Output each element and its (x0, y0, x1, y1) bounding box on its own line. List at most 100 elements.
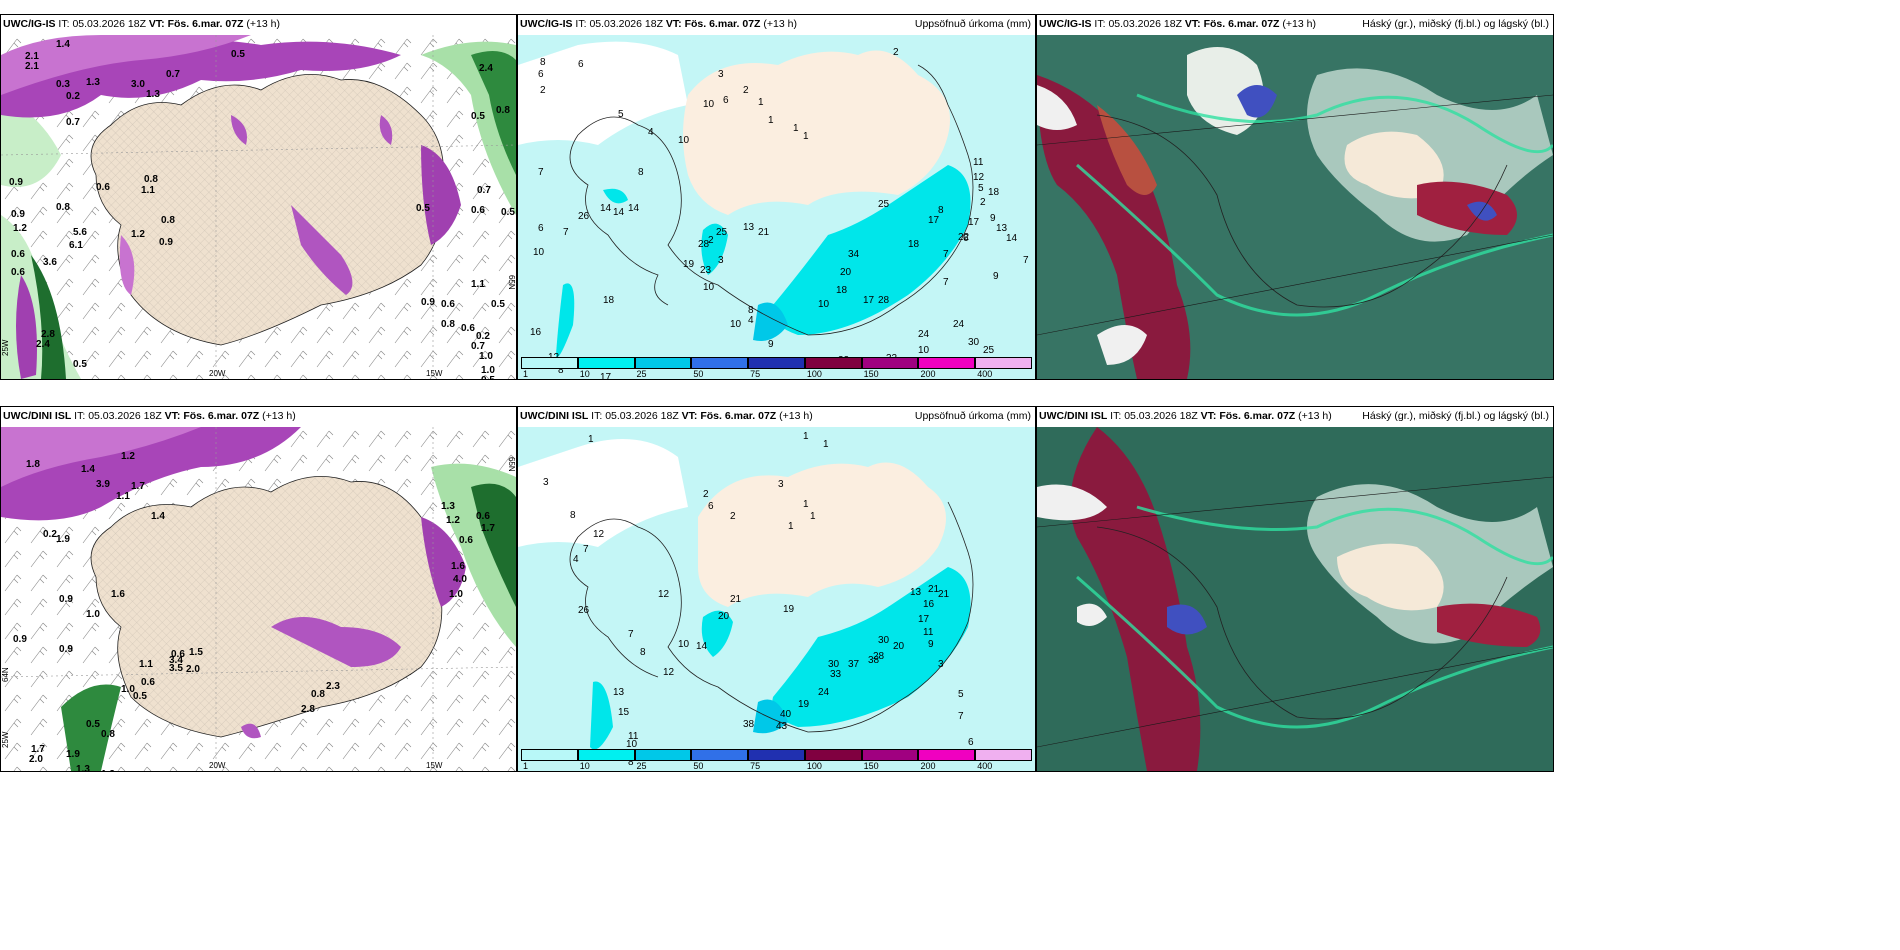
value-label: 1.1 (139, 659, 153, 670)
panel-header: UWC/DINI ISL IT: 05.03.2026 18Z VT: Fös.… (1, 407, 516, 425)
value-label: 1.9 (66, 749, 80, 760)
value-label: 0.7 (471, 341, 485, 352)
value-label: 4 (573, 554, 579, 565)
vt-label: VT: (164, 410, 181, 422)
it-label: IT: (591, 410, 603, 422)
value-label: 6 (708, 501, 714, 512)
vt-label: VT: (681, 410, 698, 422)
value-label: 21 (938, 589, 950, 600)
value-label: 8 (570, 510, 576, 521)
legend-swatch (918, 749, 976, 761)
value-label: 2 (708, 235, 714, 246)
vt-label: VT: (148, 18, 165, 30)
value-label: 0.5 (471, 111, 485, 122)
panel-igis-clouds: UWC/IG-IS IT: 05.03.2026 18Z VT: Fös. 6.… (1036, 14, 1554, 380)
value-label: 25 (878, 199, 890, 210)
value-label: 8 (638, 167, 644, 178)
map-area[interactable] (1037, 427, 1553, 771)
value-label: 6 (538, 69, 544, 80)
value-label: 0.6 (461, 323, 475, 334)
value-label: 0.2 (476, 331, 490, 342)
value-label: 0.6 (441, 299, 455, 310)
value-label: 1.2 (121, 451, 135, 462)
model-name: UWC/DINI ISL (3, 410, 72, 422)
model-name: UWC/DINI ISL (520, 410, 589, 422)
lead-time: (+13 h) (262, 410, 296, 422)
value-label: 10 (626, 739, 638, 750)
panel-header: UWC/IG-IS IT: 05.03.2026 18Z VT: Fös. 6.… (1037, 15, 1553, 33)
value-label: 38 (868, 655, 880, 666)
valid-time: Fös. 6.mar. 07Z (1203, 18, 1280, 30)
model-name: UWC/IG-IS (520, 18, 573, 30)
value-label: 0.8 (101, 729, 115, 740)
value-label: 0.7 (166, 69, 180, 80)
value-label: 20 (840, 267, 852, 278)
value-label: 8 (748, 305, 754, 316)
legend-tick: 150 (863, 761, 879, 771)
panel-dini-precip: UWC/DINI ISL IT: 05.03.2026 18Z VT: Fös.… (517, 406, 1036, 772)
legend-swatch (521, 357, 578, 369)
value-label: 8 (558, 365, 564, 376)
value-label: 7 (628, 629, 634, 640)
value-label: 12 (658, 589, 670, 600)
value-label: 2 (893, 47, 899, 58)
value-label: 1.1 (141, 185, 155, 196)
vt-label: VT: (1200, 410, 1217, 422)
panel-header: UWC/IG-IS IT: 05.03.2026 18Z VT: Fös. 6.… (1, 15, 516, 33)
value-label: 0.9 (9, 177, 23, 188)
value-label: 14 (1006, 233, 1018, 244)
value-label: 1.1 (116, 491, 130, 502)
legend-tick: 200 (920, 369, 936, 379)
map-area[interactable]: 1 3 8 12 7 4 2 6 2 1 1 3 1 1 1 12 14 21 20 19 26 7 8 10 12 13 15 11… (518, 427, 1035, 771)
value-label: 9 (928, 639, 934, 650)
value-label: 17 (928, 215, 940, 226)
legend-swatch (577, 749, 635, 761)
value-label: 21 (758, 227, 770, 238)
value-label: 0.5 (491, 299, 505, 310)
value-label: 3 (938, 659, 944, 670)
lead-time: (+13 h) (246, 18, 280, 30)
valid-time: Fös. 6.mar. 07Z (183, 410, 260, 422)
value-label: 28 (698, 239, 710, 250)
value-label: 1 (788, 521, 794, 532)
value-label: 1 (823, 439, 829, 450)
value-label: 0.3 (56, 79, 70, 90)
value-label: 1.7 (481, 523, 495, 534)
value-label: 1 (803, 131, 809, 142)
init-time: 05.03.2026 18Z (1124, 410, 1198, 422)
value-label: 5 (618, 109, 624, 120)
cloud-map-svg (1037, 427, 1553, 771)
value-label: 0.7 (66, 117, 80, 128)
value-label: 2.1 (25, 51, 39, 62)
value-label: 1.9 (56, 534, 70, 545)
legend-swatch (577, 357, 635, 369)
value-label: 6 (963, 233, 969, 244)
map-area[interactable]: 2 8 6 6 2 3 2 6 10 5 4 1 1 1 10 1 7 8 14 14 14 26 6 7 10 2 3 23 25 21… (518, 35, 1035, 379)
map-area[interactable] (1037, 35, 1553, 379)
value-label: 8 (938, 205, 944, 216)
value-label: 0.5 (73, 359, 87, 370)
value-label: 0.8 (161, 215, 175, 226)
map-area[interactable]: 20W 15W 25W 65N 2.1 2.1 1.4 1.3 0.3 0.2 3.0 1.3… (1, 35, 516, 379)
value-label: 10 (818, 299, 830, 310)
value-label: 0.6 (141, 677, 155, 688)
value-label: 17 (600, 372, 612, 379)
value-label: 8 (628, 757, 634, 768)
value-label: 7 (1023, 255, 1029, 266)
value-label: 0.8 (56, 202, 70, 213)
legend-tick: 10 (579, 369, 590, 379)
legend-tick: 100 (806, 369, 822, 379)
value-label: 0.6 (11, 267, 25, 278)
value-label: 1.0 (86, 609, 100, 620)
value-label: 11 (973, 157, 984, 168)
value-label: 24 (953, 319, 965, 330)
legend-swatch (861, 749, 919, 761)
model-name: UWC/IG-IS (3, 18, 56, 30)
map-area[interactable]: 20W 15W 25W 64N 65N 1.8 1.2 1.4 3.9 1.7 1.1 0.… (1, 427, 516, 771)
value-label: 8 (640, 647, 646, 658)
legend-tick: 1 (523, 369, 529, 379)
value-label: 28 (873, 651, 885, 662)
value-label: 19 (798, 699, 810, 710)
value-label: 0.8 (441, 319, 455, 330)
